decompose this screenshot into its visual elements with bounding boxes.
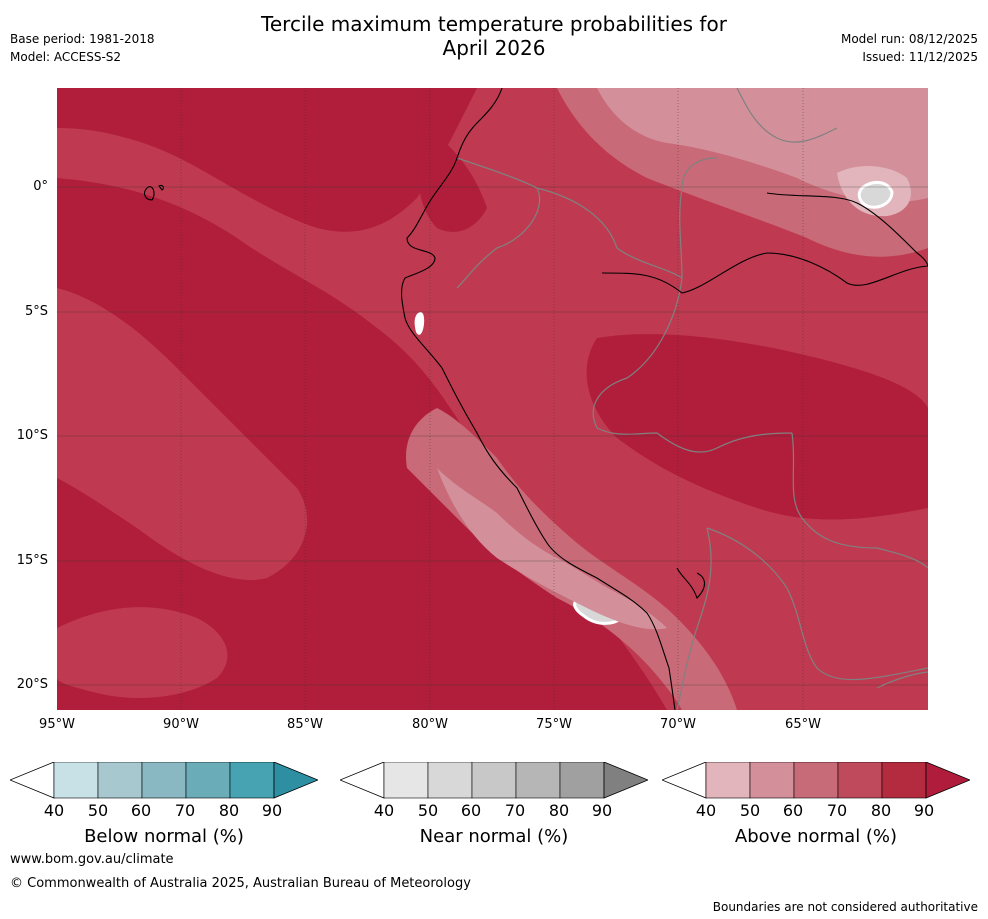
near-colorbar-segment xyxy=(427,761,473,799)
below-colorbar-min-extend xyxy=(8,761,55,799)
below-colorbar-segment xyxy=(141,761,187,799)
near-colorbar-min-extend xyxy=(338,761,385,799)
above-colorbar-segment xyxy=(881,761,927,799)
above-colorbar-segment xyxy=(749,761,795,799)
lon-label-95w: 95°W xyxy=(39,717,75,732)
colorbar-below-svg xyxy=(8,761,320,799)
above-colorbar-segment xyxy=(705,761,751,799)
below-colorbar-max-extend xyxy=(273,761,320,799)
colorbar-above xyxy=(660,761,972,804)
tick-below-80: 80 xyxy=(218,801,240,820)
tick-near-40: 40 xyxy=(373,801,395,820)
below-colorbar-segment xyxy=(229,761,275,799)
probability-map xyxy=(57,88,928,710)
model-run: Model run: 08/12/2025 xyxy=(840,32,978,46)
tick-near-80: 80 xyxy=(548,801,570,820)
lon-label-75w: 75°W xyxy=(536,717,572,732)
tick-below-70: 70 xyxy=(174,801,196,820)
map-svg xyxy=(57,88,928,710)
tick-above-80: 80 xyxy=(870,801,892,820)
lon-label-85w: 85°W xyxy=(287,717,323,732)
above-colorbar-segment xyxy=(793,761,839,799)
below-colorbar-segment xyxy=(185,761,231,799)
lat-label-10s: 10°S xyxy=(16,428,48,443)
tick-below-50: 50 xyxy=(87,801,109,820)
near-colorbar-segment xyxy=(515,761,561,799)
coastline xyxy=(143,88,928,710)
lat-label-15s: 15°S xyxy=(16,553,48,568)
tick-above-70: 70 xyxy=(826,801,848,820)
base-period: Base period: 1981-2018 xyxy=(10,32,155,46)
colorbar-below-title: Below normal (%) xyxy=(84,826,244,847)
near-colorbar-segment xyxy=(559,761,605,799)
tick-above-50: 50 xyxy=(739,801,761,820)
near-normal-patch-1 xyxy=(857,181,894,209)
near-colorbar-segment xyxy=(471,761,517,799)
lat-gridlines xyxy=(57,186,928,686)
contour-70-80-west xyxy=(57,288,307,580)
model-name: Model: ACCESS-S2 xyxy=(10,50,122,64)
title-line-1: Tercile maximum temperature probabilitie… xyxy=(261,12,727,36)
ticks-below: 40 50 60 70 80 90 xyxy=(10,801,318,821)
below-colorbar-segment xyxy=(97,761,143,799)
contour-80-90-inland xyxy=(586,334,928,520)
below-colorbar-segment xyxy=(53,761,99,799)
above-colorbar-min-extend xyxy=(660,761,707,799)
contour-50-60-coast xyxy=(437,468,667,630)
title-line-2: April 2026 xyxy=(442,36,546,60)
footer-disclaimer: Boundaries are not considered authoritat… xyxy=(712,900,978,914)
tick-near-90: 90 xyxy=(591,801,613,820)
footer-copyright: © Commonwealth of Australia 2025, Austra… xyxy=(10,876,471,891)
lat-label-0: 0° xyxy=(33,179,48,194)
footer-url: www.bom.gov.au/climate xyxy=(10,852,174,867)
near-normal-patch-3 xyxy=(414,312,425,335)
meta-left: Base period: 1981-2018 Model: ACCESS-S2 xyxy=(10,30,155,66)
tick-below-40: 40 xyxy=(43,801,65,820)
contour-80-90-north xyxy=(418,128,487,232)
lon-label-65w: 65°W xyxy=(785,717,821,732)
ticks-near: 40 50 60 70 80 90 xyxy=(340,801,648,821)
colorbar-near-title: Near normal (%) xyxy=(419,826,569,847)
contour-70-80-southwest xyxy=(57,607,228,698)
colorbar-below xyxy=(8,761,320,804)
near-colorbar-segment xyxy=(383,761,429,799)
tick-near-50: 50 xyxy=(417,801,439,820)
tick-below-90: 90 xyxy=(261,801,283,820)
contour-70-80 xyxy=(57,88,928,710)
lon-label-80w: 80°W xyxy=(412,717,448,732)
lat-label-5s: 5°S xyxy=(24,304,48,319)
lon-label-70w: 70°W xyxy=(660,717,696,732)
tick-above-40: 40 xyxy=(695,801,717,820)
chart-title: Tercile maximum temperature probabilitie… xyxy=(0,12,988,60)
ticks-above: 40 50 60 70 80 90 xyxy=(662,801,970,821)
tick-near-60: 60 xyxy=(460,801,482,820)
colorbar-above-svg xyxy=(660,761,972,799)
contour-60-70-coast xyxy=(406,408,737,710)
tick-above-60: 60 xyxy=(782,801,804,820)
colorbar-near-svg xyxy=(338,761,650,799)
above-colorbar-segment xyxy=(837,761,883,799)
colorbar-near xyxy=(338,761,650,804)
lat-label-20s: 20°S xyxy=(16,677,48,692)
above-colorbar-max-extend xyxy=(925,761,972,799)
country-borders xyxy=(456,88,928,710)
tick-below-60: 60 xyxy=(130,801,152,820)
near-colorbar-max-extend xyxy=(603,761,650,799)
colorbar-above-title: Above normal (%) xyxy=(734,826,898,847)
lon-label-90w: 90°W xyxy=(163,717,199,732)
tick-above-90: 90 xyxy=(913,801,935,820)
meta-right: Model run: 08/12/2025 Issued: 11/12/2025 xyxy=(841,30,978,66)
tick-near-70: 70 xyxy=(504,801,526,820)
issued-date: Issued: 11/12/2025 xyxy=(862,50,978,64)
